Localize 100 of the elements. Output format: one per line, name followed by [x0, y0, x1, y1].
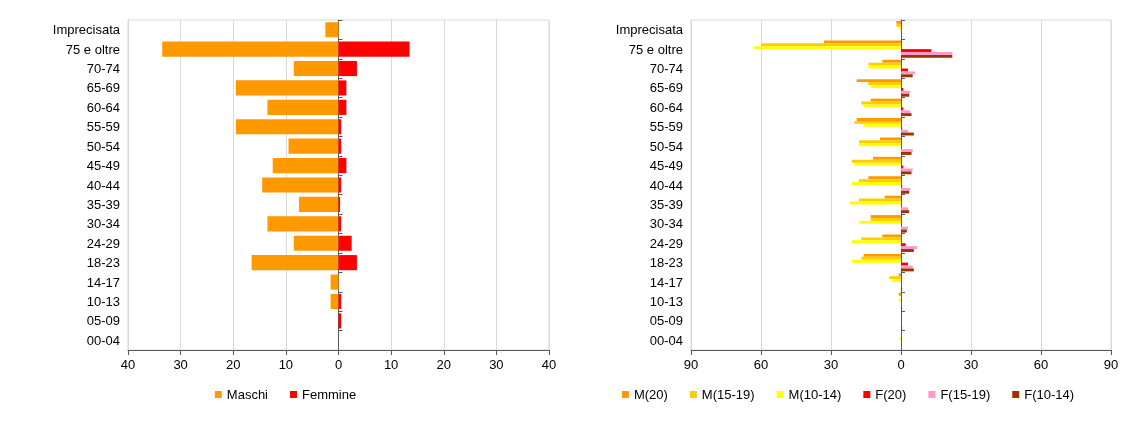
x-tick-label: 0: [334, 357, 343, 372]
x-tick-label: 10: [383, 357, 399, 372]
y-tick-label: 35-39: [649, 196, 683, 212]
bar: [251, 255, 339, 271]
x-tick-label: 0: [897, 357, 905, 372]
bar: [901, 129, 908, 133]
bar: [901, 249, 914, 252]
bar: [901, 246, 918, 250]
y-tick-label: Imprecisata: [615, 22, 684, 38]
bar: [754, 46, 901, 50]
y-tick-label: 45-49: [649, 158, 683, 174]
x-tick-label: 60: [1033, 357, 1049, 372]
bar: [852, 259, 901, 263]
bar: [870, 98, 901, 102]
bar: [267, 216, 339, 232]
bar: [235, 80, 339, 96]
y-tick-label: 40-44: [649, 177, 683, 193]
x-tick-label: 30: [963, 357, 979, 372]
y-tick-label: 10-13: [649, 293, 683, 309]
bar: [882, 59, 901, 63]
y-tick-label: 75 e oltre: [628, 41, 683, 57]
bar: [293, 60, 339, 77]
bar: [884, 195, 901, 199]
legend-label: M(20): [633, 387, 668, 402]
bar: [338, 41, 410, 57]
y-tick-label: 10-13: [86, 293, 120, 309]
x-tick-label: 20: [436, 357, 451, 372]
y-tick-label: 70-74: [86, 61, 120, 77]
bar: [863, 123, 901, 127]
x-tick-label: 60: [753, 357, 769, 372]
bar: [330, 293, 339, 310]
bar: [901, 132, 914, 136]
y-tick-label: 65-69: [86, 80, 120, 96]
bar: [299, 196, 339, 212]
bar: [338, 255, 357, 271]
y-tick-label: 40-44: [86, 177, 120, 193]
y-tick-label: 35-39: [86, 196, 120, 212]
bar: [338, 60, 357, 77]
y-tick-label: 30-34: [86, 216, 120, 232]
bar: [338, 235, 352, 251]
y-tick-label: 05-09: [86, 313, 120, 329]
y-tick-label: 05-09: [649, 313, 683, 329]
bar: [293, 235, 339, 251]
bar: [868, 176, 901, 180]
x-tick-label: 30: [489, 357, 504, 372]
bar: [852, 182, 901, 185]
y-tick-label: 60-64: [649, 99, 683, 115]
legend-label: F(15-19): [940, 387, 991, 402]
y-tick-label: 14-17: [86, 274, 120, 290]
bar: [856, 79, 901, 83]
y-tick-label: 24-29: [649, 235, 683, 251]
y-tick-label: Imprecisata: [52, 22, 121, 38]
legend-label: M(10-14): [788, 387, 842, 402]
bar: [861, 237, 901, 241]
bar: [873, 156, 901, 160]
bar: [859, 198, 901, 202]
bar: [272, 158, 339, 174]
x-tick-label: 90: [683, 357, 699, 372]
bar: [901, 262, 908, 266]
x-tick-label: 90: [1103, 357, 1119, 372]
y-tick-label: 00-04: [649, 332, 683, 348]
x-tick-label: 10: [278, 357, 294, 372]
y-tick-label: 30-34: [649, 216, 683, 232]
bar: [288, 138, 339, 154]
bar: [325, 22, 339, 38]
x-tick-label: 20: [226, 357, 241, 372]
y-tick-label: 00-04: [86, 332, 120, 348]
y-tick-label: 45-49: [86, 158, 120, 174]
y-tick-label: 75 e oltre: [65, 41, 120, 57]
legend-label: F(20): [875, 387, 907, 402]
bar: [859, 220, 901, 224]
x-tick-label: 30: [823, 357, 839, 372]
bar: [880, 137, 901, 141]
bar: [852, 240, 901, 244]
legend-label: F(10-14): [1024, 387, 1075, 402]
bar: [901, 243, 906, 247]
bar: [262, 177, 339, 193]
bar: [267, 99, 339, 115]
bar: [859, 179, 901, 183]
x-tick-label: 40: [120, 357, 136, 372]
x-tick-label: 30: [173, 357, 188, 372]
y-tick-label: 50-54: [86, 138, 120, 154]
bar: [162, 41, 339, 57]
bar: [761, 43, 901, 47]
bar: [330, 274, 339, 290]
y-tick-label: 60-64: [86, 99, 120, 115]
bar: [338, 80, 347, 96]
y-tick-label: 18-23: [649, 255, 683, 271]
legend-label: M(15-19): [701, 387, 755, 402]
y-tick-label: 55-59: [649, 119, 683, 135]
y-tick-label: 55-59: [86, 119, 120, 135]
y-tick-label: 24-29: [86, 235, 120, 251]
y-tick-label: 50-54: [649, 138, 683, 154]
y-tick-label: 65-69: [649, 80, 683, 96]
bar: [824, 40, 901, 44]
y-tick-label: 70-74: [649, 61, 683, 77]
legend-label: Femmine: [302, 387, 357, 402]
x-tick-label: 40: [541, 357, 557, 372]
bar: [235, 119, 339, 135]
legend-label: Maschi: [226, 387, 269, 402]
